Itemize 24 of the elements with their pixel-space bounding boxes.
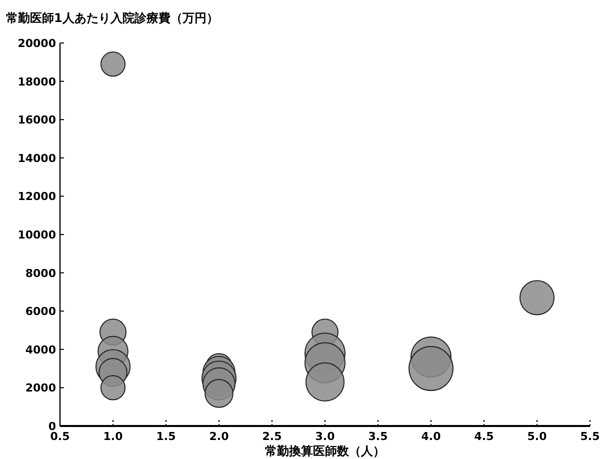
x-tick-label: 5.0 [527, 430, 548, 443]
y-tick-label: 10000 [18, 228, 56, 242]
y-tick-label: 16000 [18, 114, 56, 127]
x-tick-label: 0.5 [50, 430, 70, 443]
y-axis-title: 常勤医師1人あたり入院診療費（万円） [6, 11, 218, 25]
y-tick-label: 0 [48, 420, 56, 433]
y-tick-label: 2000 [25, 382, 56, 395]
y-tick-label: 14000 [18, 152, 56, 165]
y-tick-label: 18000 [18, 75, 56, 88]
x-tick-label: 5.5 [580, 430, 600, 443]
y-tick-label: 20000 [18, 37, 56, 50]
x-axis-title: 常勤換算医師数（人） [265, 444, 385, 458]
y-tick-label: 8000 [25, 266, 56, 280]
y-tick-label: 12000 [18, 190, 56, 204]
x-tick-label: 1.5 [156, 430, 176, 443]
x-tick-label: 2.5 [262, 430, 282, 443]
x-tick-label: 3.0 [315, 430, 336, 443]
y-tick-label: 6000 [25, 305, 56, 318]
y-tick-label: 4000 [25, 343, 56, 356]
x-tick-label: 4.5 [474, 430, 494, 443]
x-tick-label: 2.0 [209, 430, 230, 443]
x-tick-label: 4.0 [421, 430, 442, 443]
x-tick-label: 1.0 [103, 430, 124, 443]
x-tick-label: 3.5 [368, 430, 388, 443]
